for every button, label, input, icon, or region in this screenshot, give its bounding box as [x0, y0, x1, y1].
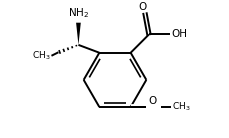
Text: O: O	[148, 96, 156, 106]
Text: CH$_3$: CH$_3$	[172, 101, 190, 113]
Text: O: O	[138, 2, 146, 12]
Text: NH$_2$: NH$_2$	[68, 6, 89, 20]
Polygon shape	[76, 23, 80, 45]
Text: CH$_3$: CH$_3$	[32, 49, 51, 62]
Text: OH: OH	[170, 29, 186, 39]
